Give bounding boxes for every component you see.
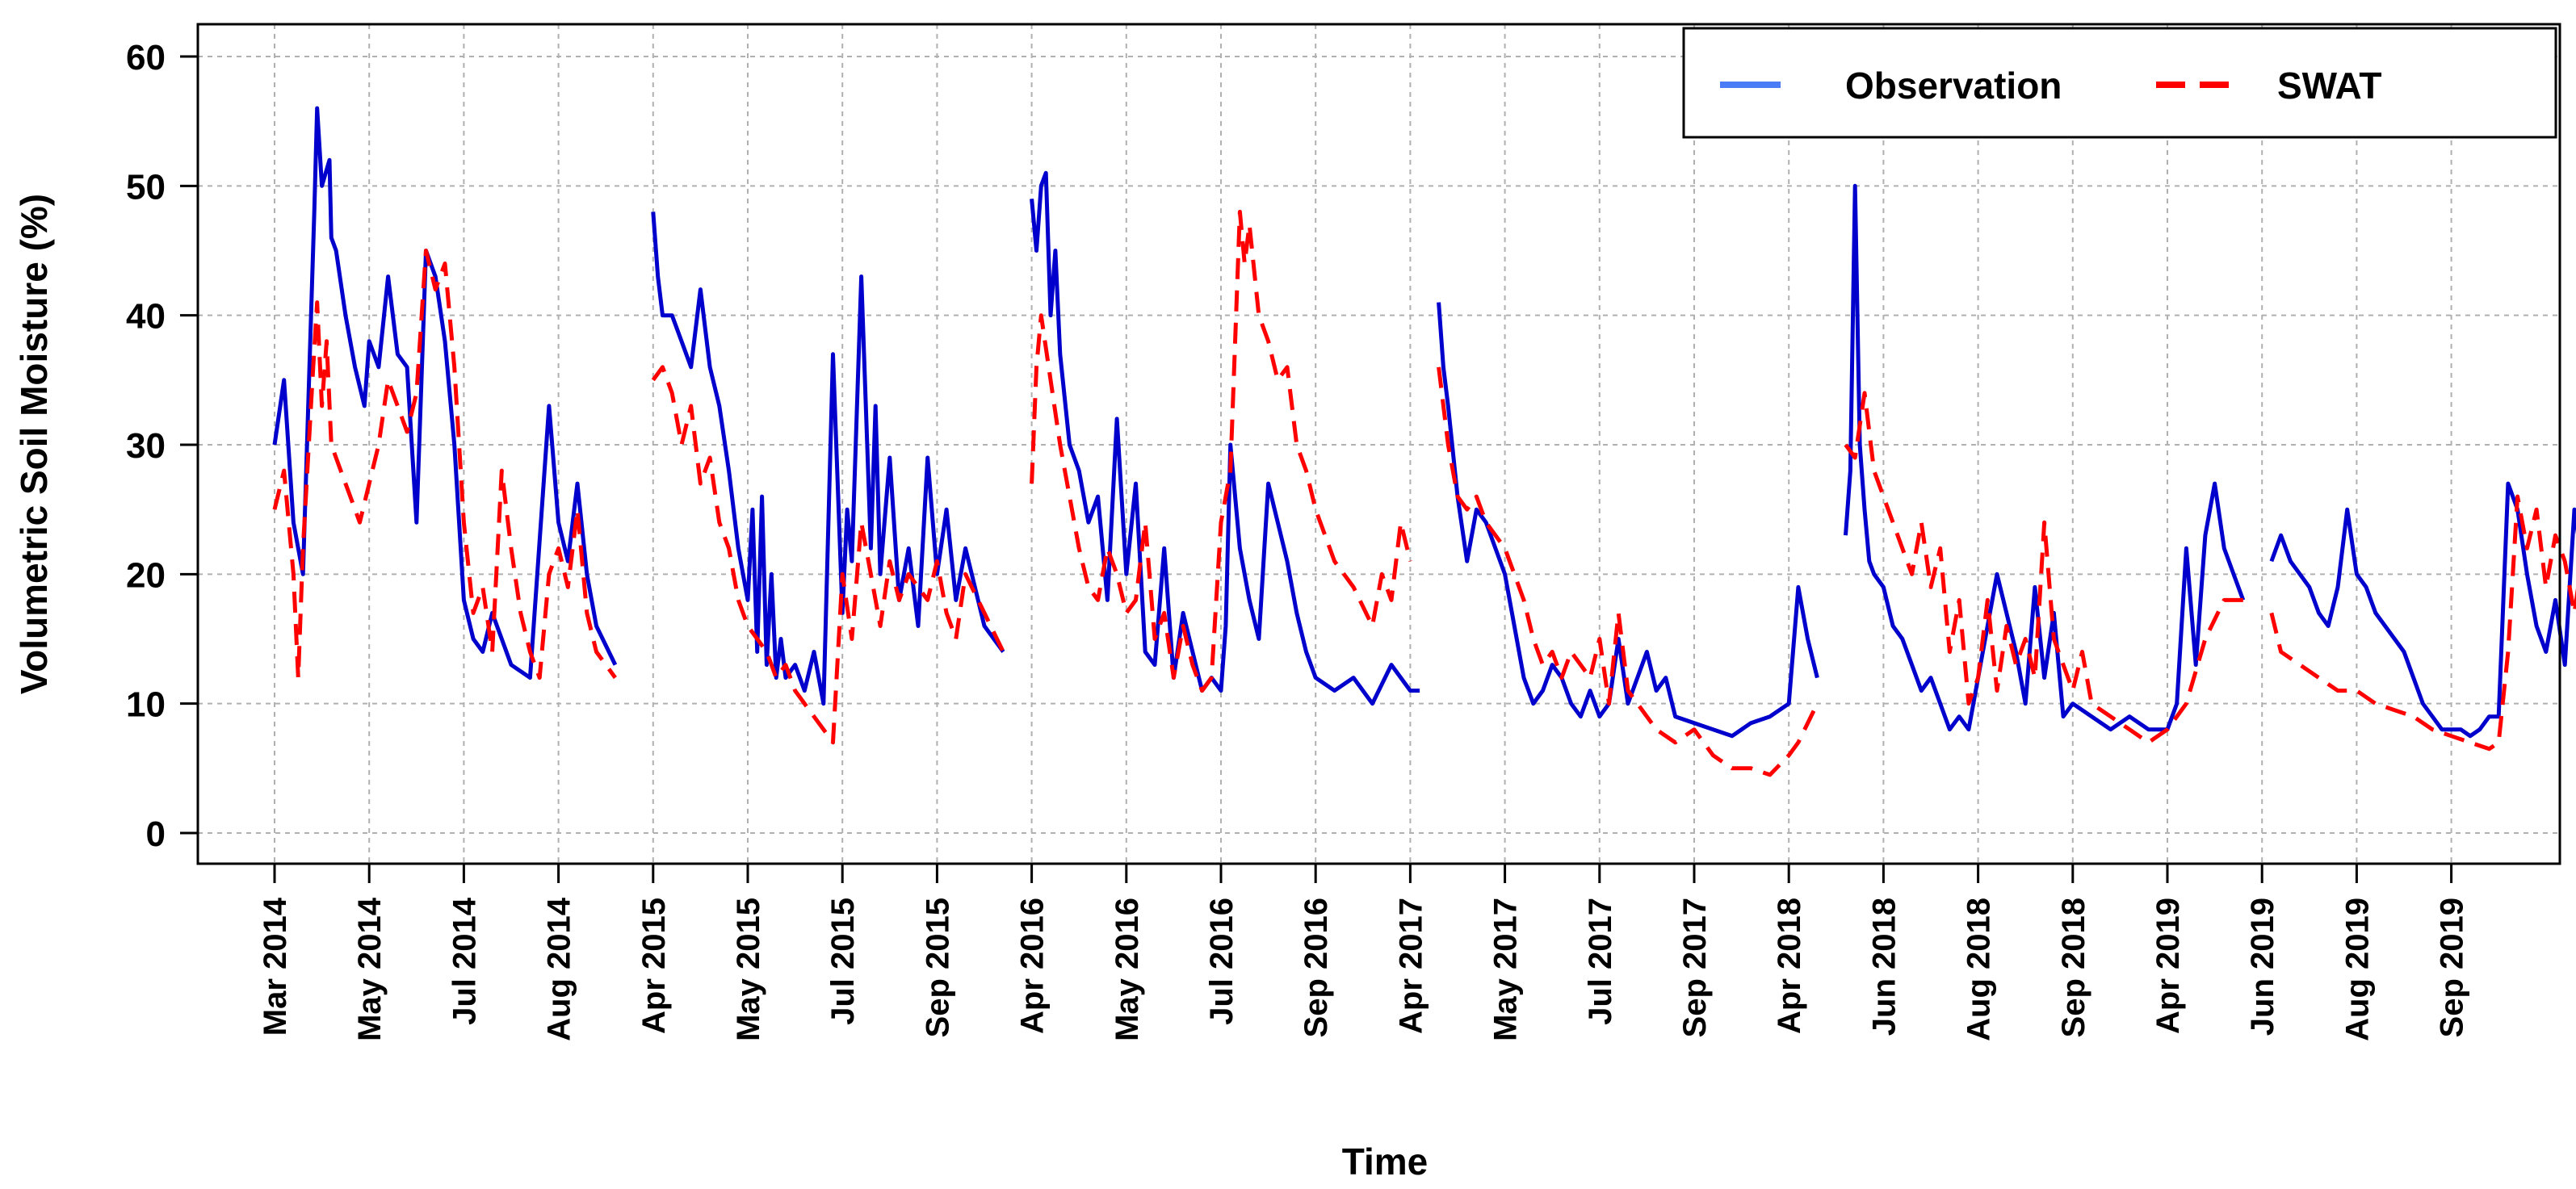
x-tick-label: Sep 2019 [2435, 898, 2470, 1037]
x-tick-label: May 2014 [352, 897, 388, 1041]
x-tick-label: Sep 2017 [1677, 898, 1713, 1037]
x-tick-label: Sep 2016 [1298, 898, 1334, 1037]
swat-series-line [1437, 366, 1819, 777]
x-tick-label: Jun 2018 [1866, 898, 1902, 1036]
y-tick-label: 10 [126, 685, 166, 725]
observation-series-line [272, 106, 618, 680]
x-tick-label: Aug 2019 [2339, 898, 2375, 1041]
swat-series-line [272, 249, 617, 680]
series-lines [272, 106, 2576, 777]
legend-box [1682, 27, 2557, 139]
legend: Observation SWAT [1682, 27, 2557, 139]
y-tick-label: 30 [126, 426, 166, 466]
y-tick-label: 0 [146, 814, 166, 854]
x-tick-label: May 2016 [1110, 898, 1145, 1041]
legend-swat-label: SWAT [2277, 65, 2381, 107]
observation-series-line [1844, 183, 2246, 732]
y-tick-label: 40 [126, 297, 166, 337]
observation-series-line [1030, 170, 1420, 706]
x-axis-label: Time [1342, 1141, 1429, 1183]
legend-observation-label: Observation [1845, 65, 2062, 107]
swat-series-line [2269, 494, 2576, 751]
x-tick-label: Aug 2018 [1961, 898, 1997, 1041]
x-axis: Mar 2014 May 2014 Jul 2014 Aug 2014 Apr 2015… [258, 864, 2470, 1041]
y-tick-label: 50 [126, 167, 166, 207]
swat-series-line [1844, 391, 2243, 745]
x-tick-label: Mar 2014 [258, 897, 293, 1036]
y-tick-label: 60 [126, 38, 166, 77]
x-tick-label: May 2017 [1488, 898, 1524, 1041]
x-tick-label: Sep 2018 [2056, 898, 2091, 1037]
x-tick-label: Apr 2017 [1393, 898, 1429, 1034]
y-axis: 0 10 20 30 40 50 60 [126, 38, 198, 854]
observation-series-line [1437, 302, 1819, 739]
x-tick-label: Jun 2019 [2245, 898, 2280, 1036]
y-axis-label: Volumetric Soil Moisture (%) [13, 194, 55, 694]
swat-series-line [651, 365, 1005, 745]
x-tick-label: Jul 2016 [1204, 898, 1240, 1025]
x-tick-label: Apr 2016 [1015, 898, 1051, 1034]
x-tick-label: Apr 2018 [1772, 898, 1807, 1034]
observation-series-line [2269, 481, 2576, 739]
x-tick-label: Jul 2014 [447, 897, 482, 1025]
swat-series-line [1030, 209, 1412, 693]
y-tick-label: 20 [126, 555, 166, 595]
x-tick-label: Jul 2015 [825, 898, 861, 1025]
x-tick-label: Aug 2014 [542, 897, 577, 1041]
observation-series-line [651, 211, 1005, 706]
x-tick-label: Apr 2015 [636, 898, 672, 1034]
x-tick-label: Sep 2015 [920, 898, 955, 1037]
x-tick-label: May 2015 [731, 898, 766, 1041]
x-tick-label: Jul 2017 [1583, 898, 1618, 1025]
x-tick-label: Apr 2019 [2150, 898, 2186, 1034]
